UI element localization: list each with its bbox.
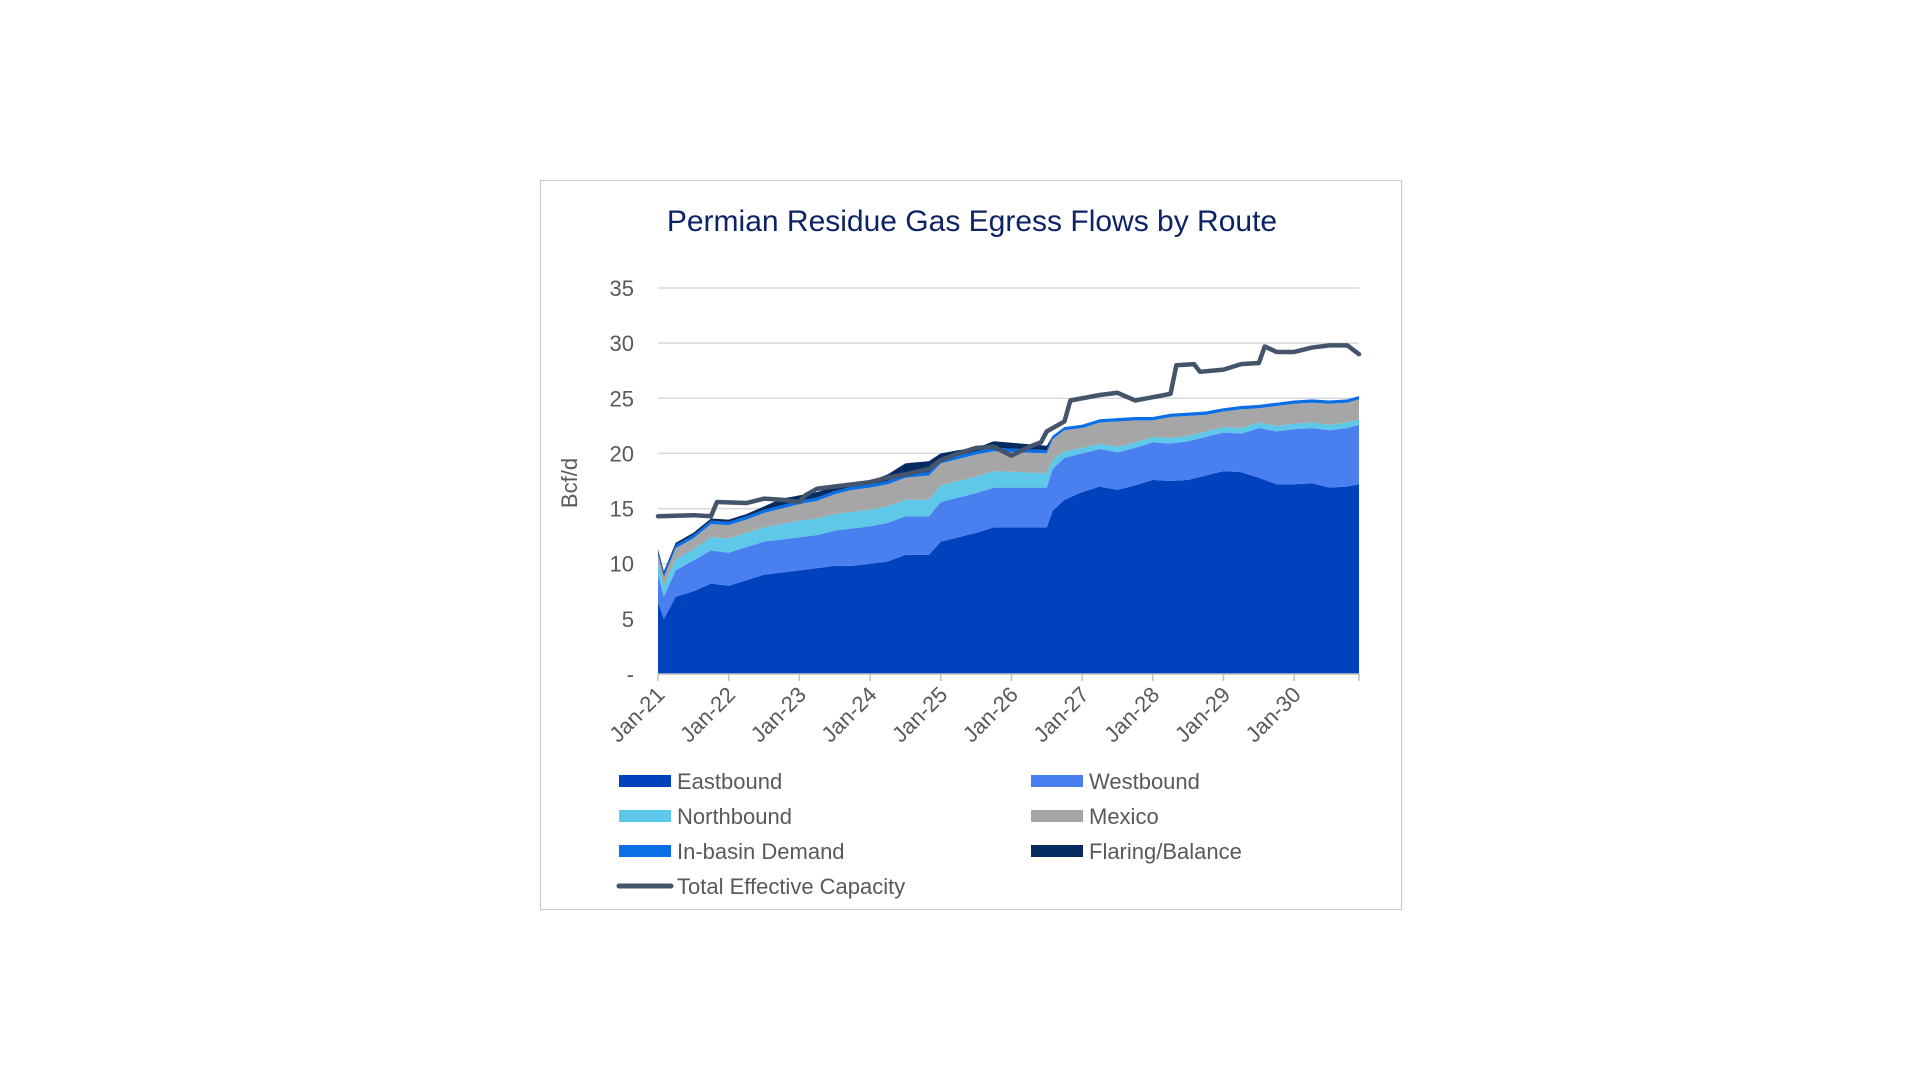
- chart-title: Permian Residue Gas Egress Flows by Rout…: [667, 205, 1277, 238]
- area-westbound: [658, 424, 1359, 619]
- x-tick-label: Jan-24: [816, 682, 881, 747]
- y-tick-label: 25: [610, 386, 634, 411]
- x-tick-label: Jan-30: [1240, 682, 1305, 747]
- legend-label: Northbound: [677, 804, 792, 829]
- y-tick-label: 20: [610, 441, 634, 466]
- y-tick-label: 15: [610, 497, 634, 522]
- legend-label: Westbound: [1089, 769, 1200, 794]
- x-tick-label: Jan-21: [604, 682, 669, 747]
- legend-item-eastbound: Eastbound: [619, 769, 782, 794]
- x-tick-label: Jan-28: [1099, 682, 1164, 747]
- y-tick-label: 30: [610, 331, 634, 356]
- x-tick-label: Jan-29: [1170, 682, 1235, 747]
- legend-item-mexico: Mexico: [1031, 804, 1159, 829]
- legend-swatch: [1031, 845, 1083, 857]
- area-eastbound: [658, 471, 1359, 674]
- y-tick-label: 10: [610, 552, 634, 577]
- x-tick-label: Jan-25: [887, 682, 952, 747]
- x-tick-label: Jan-22: [675, 682, 740, 747]
- area-layer: [658, 396, 1359, 674]
- x-tick-label: Jan-26: [958, 682, 1023, 747]
- legend-item-westbound: Westbound: [1031, 769, 1200, 794]
- legend-label: Mexico: [1089, 804, 1159, 829]
- legend-label: In-basin Demand: [677, 839, 845, 864]
- y-tick-label: -: [627, 662, 634, 687]
- y-tick-label: 5: [622, 607, 634, 632]
- legend-swatch: [1031, 810, 1083, 822]
- legend-label: Eastbound: [677, 769, 782, 794]
- legend-label: Total Effective Capacity: [677, 874, 905, 899]
- x-tick-label: Jan-27: [1028, 682, 1093, 747]
- legend: Eastbound Westbound Northbound Mexico In-bas…: [616, 769, 1242, 899]
- legend-item-in-basin-demand: In-basin Demand: [619, 839, 845, 864]
- legend-swatch: [619, 845, 671, 857]
- legend-swatch: [1031, 775, 1083, 787]
- y-tick-label: 35: [610, 276, 634, 301]
- legend-item-northbound: Northbound: [619, 804, 792, 829]
- legend-label: Flaring/Balance: [1089, 839, 1242, 864]
- legend-item-total-effective-capacity: Total Effective Capacity: [616, 874, 905, 899]
- legend-swatch: [619, 775, 671, 787]
- legend-swatch: [619, 810, 671, 822]
- legend-item-flaring-balance: Flaring/Balance: [1031, 839, 1242, 864]
- area-mexico: [658, 399, 1359, 586]
- line-total-effective-capacity: [655, 343, 1362, 519]
- chart-frame: -5 10 15 20 25 30 35 Jan-21 Jan-22 Jan-23 Jan-24 Ja…: [540, 180, 1402, 910]
- x-tick-label: Jan-23: [746, 682, 811, 747]
- y-axis-label: Bcf/d: [557, 458, 582, 508]
- line-layer: [655, 343, 1362, 519]
